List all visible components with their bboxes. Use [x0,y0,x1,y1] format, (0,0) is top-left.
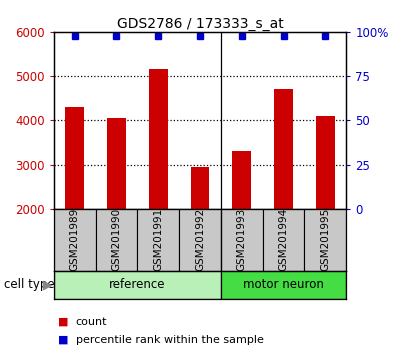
Text: GSM201993: GSM201993 [237,208,247,272]
Bar [316,116,335,209]
Text: GSM201991: GSM201991 [153,208,163,272]
Bar [96,209,137,271]
Text: GSM201989: GSM201989 [70,208,80,272]
Text: GSM201994: GSM201994 [279,208,289,272]
Bar [191,167,209,209]
Bar [304,209,346,271]
Text: GSM201995: GSM201995 [320,208,330,272]
Text: motor neuron: motor neuron [243,279,324,291]
Bar [221,271,346,299]
Bar [149,69,168,209]
Bar [54,209,96,271]
Text: reference: reference [109,279,166,291]
Bar [221,209,263,271]
Text: ■: ■ [58,335,68,345]
Text: ■: ■ [58,317,68,327]
Bar [137,209,179,271]
Bar [232,152,251,209]
Bar [107,118,126,209]
Bar [54,271,221,299]
Bar [274,89,293,209]
Text: ▶: ▶ [43,279,53,291]
Text: cell type: cell type [4,279,55,291]
Bar [263,209,304,271]
Text: count: count [76,317,107,327]
Text: GSM201990: GSM201990 [111,208,121,272]
Bar [179,209,221,271]
Bar [65,107,84,209]
Title: GDS2786 / 173333_s_at: GDS2786 / 173333_s_at [117,17,283,31]
Text: percentile rank within the sample: percentile rank within the sample [76,335,263,345]
Text: GSM201992: GSM201992 [195,208,205,272]
